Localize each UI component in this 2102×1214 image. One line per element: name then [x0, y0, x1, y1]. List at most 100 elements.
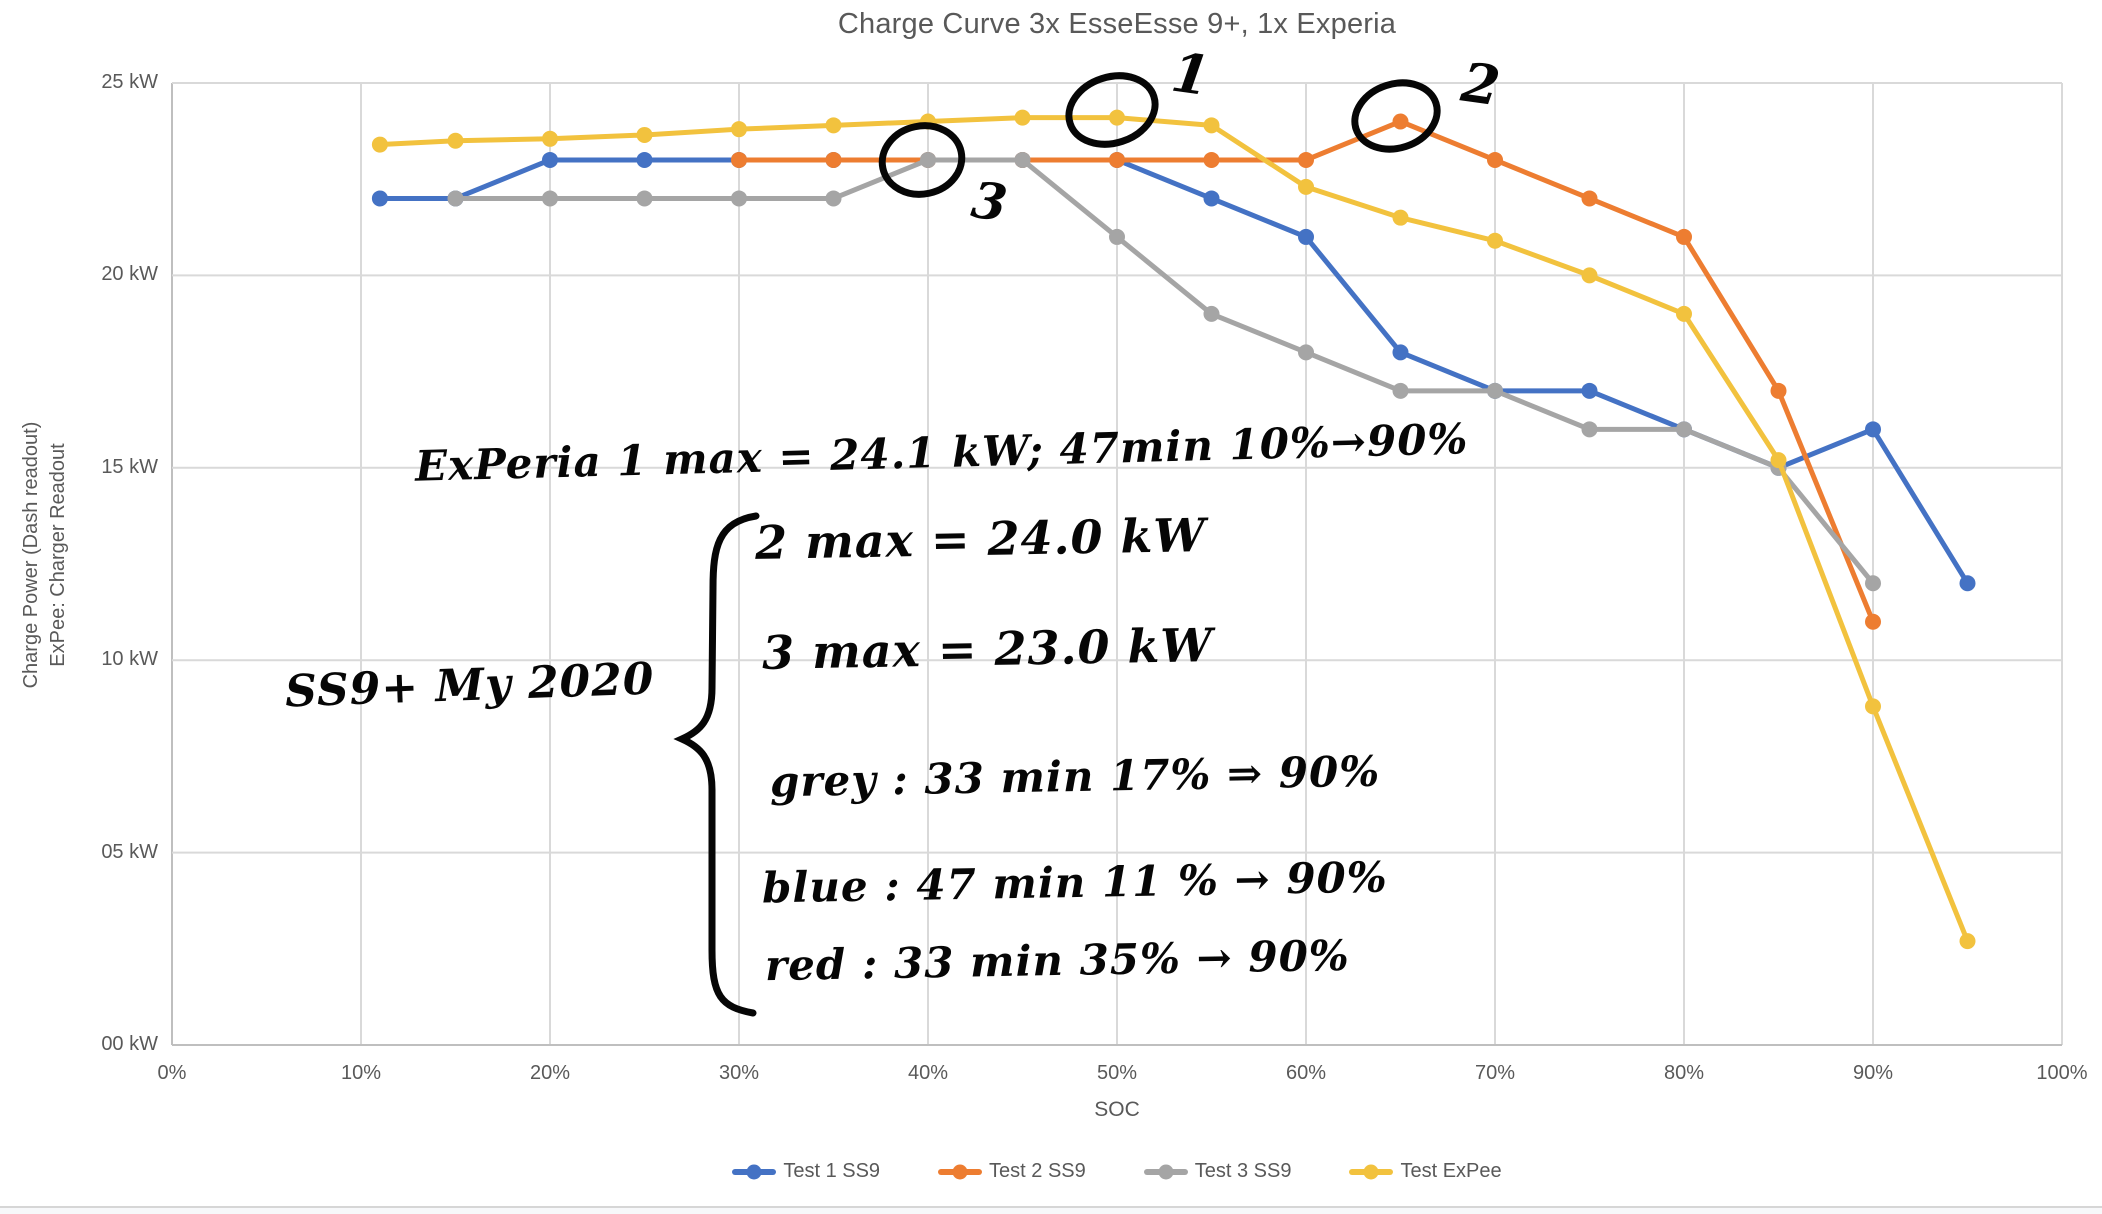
data-point — [1770, 452, 1787, 469]
x-tick-label: 70% — [1474, 1062, 1516, 1084]
data-point — [1865, 575, 1881, 592]
legend-marker-icon — [1349, 1164, 1394, 1179]
series-test-3-ss9 — [447, 151, 1881, 592]
y-tick-label: 25 kW — [101, 71, 158, 93]
data-point — [447, 132, 464, 149]
hand-drawn-brace — [673, 512, 760, 1017]
data-point — [1581, 421, 1598, 438]
data-point — [1865, 613, 1881, 630]
legend-label: Test 3 SS9 — [1194, 1160, 1292, 1182]
data-point — [1581, 267, 1598, 284]
data-point — [1298, 178, 1314, 195]
data-point — [1392, 209, 1409, 226]
data-point — [1487, 151, 1503, 168]
data-point — [1487, 382, 1503, 399]
data-point — [1959, 575, 1976, 592]
data-point — [1392, 344, 1409, 361]
x-tick-label: 80% — [1663, 1062, 1705, 1084]
data-point — [1203, 305, 1220, 322]
handwritten-ink — [673, 72, 1441, 1017]
legend-item-test-3-ss9: Test 3 SS9 — [1143, 1160, 1292, 1183]
chart-legend: Test 1 SS9 Test 2 SS9 Test 3 SS9 Test ExPee — [172, 1160, 2062, 1183]
data-point — [542, 190, 558, 207]
data-point — [1865, 698, 1881, 715]
legend-marker-icon — [1143, 1164, 1188, 1179]
data-point — [1014, 151, 1031, 168]
x-tick-label: 0% — [157, 1062, 187, 1084]
x-tick-label: 60% — [1285, 1062, 1327, 1084]
hand-drawn-circle-1 — [1065, 72, 1159, 148]
data-point — [1392, 382, 1409, 399]
y-tick-label: 05 kW — [101, 840, 158, 863]
y-tick-label: 10 kW — [101, 648, 158, 671]
max2-note: 2 max = 24.0 kW — [754, 508, 1207, 570]
data-point — [371, 136, 388, 153]
data-point — [1203, 117, 1220, 134]
legend-dot-icon — [746, 1164, 762, 1179]
data-point — [1109, 109, 1125, 126]
data-point — [1109, 151, 1125, 168]
chart-title: Charge Curve 3x EsseEsse 9+, 1x Experia — [837, 8, 1397, 40]
data-point — [731, 151, 747, 168]
data-point — [542, 130, 558, 147]
x-tick-label: 90% — [1852, 1062, 1894, 1084]
data-point — [825, 117, 842, 134]
legend-dot-icon — [952, 1164, 968, 1179]
data-point — [1298, 151, 1314, 168]
data-point — [542, 151, 558, 168]
data-point — [1676, 305, 1692, 322]
x-axis-title: SOC — [1094, 1098, 1140, 1121]
legend-label: Test 2 SS9 — [989, 1160, 1086, 1182]
x-tick-label: 100% — [2036, 1062, 2088, 1084]
x-tick-label: 30% — [718, 1062, 760, 1084]
data-point — [447, 190, 464, 207]
data-point — [1581, 382, 1598, 399]
data-point — [1298, 228, 1314, 245]
data-point — [920, 151, 936, 168]
y-tick-label: 15 kW — [101, 455, 158, 478]
data-point — [825, 190, 842, 207]
bottom-strip — [0, 1208, 2102, 1214]
data-point — [371, 190, 388, 207]
data-point — [1581, 190, 1598, 207]
red-note: red : 33 min 35% → 90% — [764, 930, 1351, 991]
series-line — [377, 115, 1970, 944]
y-tick-label: 00 kW — [101, 1033, 158, 1055]
data-point — [1676, 421, 1692, 438]
legend-label: Test ExPee — [1400, 1160, 1502, 1182]
data-point — [1770, 382, 1787, 399]
data-point — [1392, 113, 1409, 130]
x-tick-label: 50% — [1096, 1062, 1138, 1084]
legend-label: Test 1 SS9 — [783, 1160, 881, 1182]
x-tick-label: 40% — [907, 1062, 949, 1084]
data-point — [1487, 232, 1503, 249]
data-point — [1959, 933, 1976, 950]
data-point — [731, 190, 747, 207]
x-tick-label: 10% — [340, 1062, 382, 1084]
data-point — [1203, 190, 1220, 207]
legend-dot-icon — [1363, 1164, 1379, 1179]
data-point — [636, 190, 653, 207]
data-point — [1203, 151, 1220, 168]
data-point — [1865, 421, 1881, 438]
hand-drawn-circle-3 — [878, 122, 966, 198]
data-point — [636, 126, 653, 143]
y-axis-title: Charge Power (Dash readout) ExPee: Charg… — [18, 55, 74, 1055]
hand-drawn-circle-2 — [1351, 79, 1441, 153]
circle-number-label-2: 2 — [1457, 49, 1505, 119]
legend-marker-icon — [732, 1164, 777, 1179]
series-test-expee — [371, 109, 1976, 950]
data-point — [825, 151, 842, 168]
data-point — [636, 151, 653, 168]
legend-item-test-expee: Test ExPee — [1349, 1160, 1502, 1183]
data-point — [1014, 109, 1031, 126]
data-point — [1298, 344, 1314, 361]
x-tick-label: 20% — [529, 1062, 571, 1084]
bottom-divider — [0, 1206, 2102, 1208]
max3-note: 3 max = 23.0 kW — [761, 618, 1214, 680]
data-series — [371, 109, 1976, 950]
y-axis-title-line1: Charge Power (Dash readout) — [20, 421, 42, 689]
data-point — [1676, 228, 1692, 245]
